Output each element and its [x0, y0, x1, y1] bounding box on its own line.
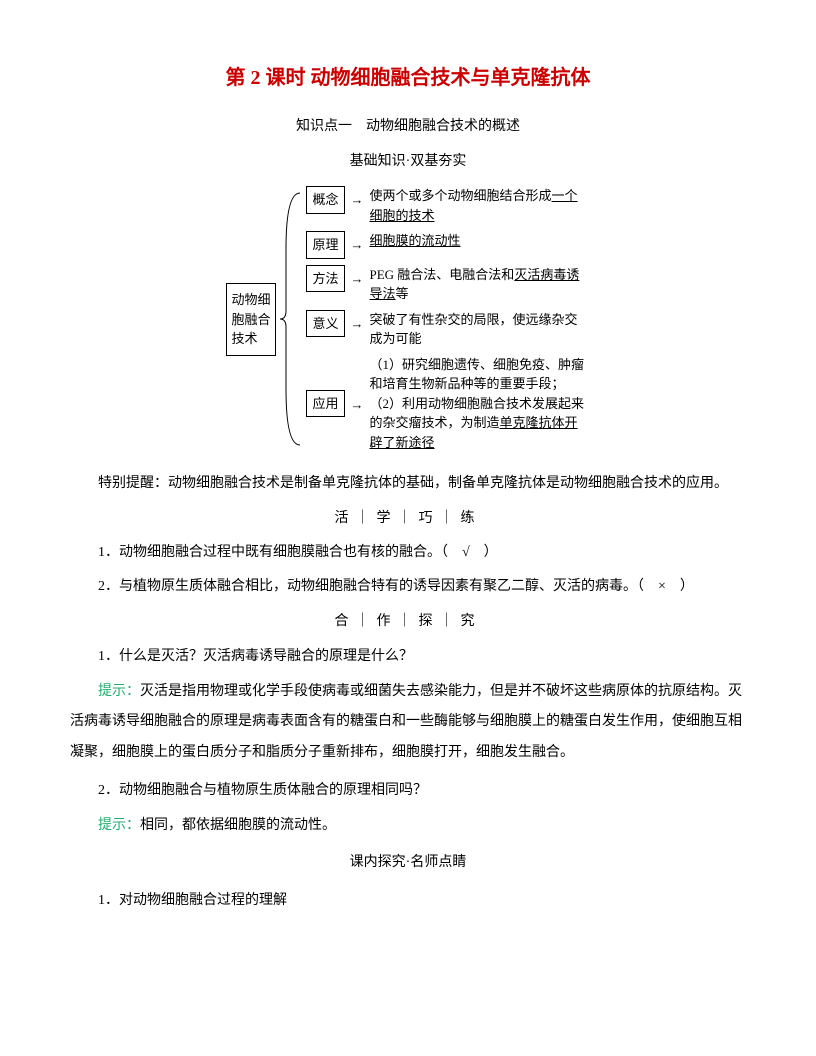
- section-basics-label: 基础知识·双基夯实: [70, 149, 746, 174]
- branch-text: PEG 融合法、电融合法和灭活病毒诱导法等: [370, 265, 590, 304]
- hint-label: 提示：: [98, 818, 140, 833]
- branch-concept: 概念 → 使两个或多个动物细胞结合形成一个细胞的技术: [306, 186, 589, 225]
- section-practice-label: 活｜学｜巧｜练: [70, 506, 746, 531]
- knowledge-point-subtitle: 知识点一 动物细胞融合技术的概述: [70, 114, 746, 139]
- branch-principle: 原理 → 细胞膜的流动性: [306, 231, 589, 258]
- branch-method: 方法 → PEG 融合法、电融合法和灭活病毒诱导法等: [306, 265, 589, 304]
- special-note: 特别提醒：动物细胞融合技术是制备单克隆抗体的基础，制备单克隆抗体是动物细胞融合技…: [70, 470, 746, 498]
- final-item: 1．对动物细胞融合过程的理解: [70, 887, 746, 915]
- title-main: 动物细胞融合技术与单克隆抗体: [311, 67, 591, 89]
- branch-label: 方法: [306, 265, 344, 292]
- branch-text: （1）研究细胞遗传、细胞免疫、肿瘤和培育生物新品种等的重要手段； （2）利用动物…: [370, 355, 590, 453]
- arrow-icon: →: [351, 186, 364, 211]
- branch-text: 使两个或多个动物细胞结合形成一个细胞的技术: [370, 186, 590, 225]
- branch-significance: 意义 → 突破了有性杂交的局限，使远缘杂交成为可能: [306, 310, 589, 349]
- branch-text: 细胞膜的流动性: [370, 231, 461, 251]
- title-prefix: 第 2 课时: [226, 67, 306, 89]
- explore-question: 2．动物细胞融合与植物原生质体融合的原理相同吗？: [70, 777, 746, 805]
- branch-label: 意义: [306, 310, 344, 337]
- explore-answer: 提示：灭活是指用物理或化学手段使病毒或细菌失去感染能力，但是并不破坏这些病原体的…: [70, 677, 746, 769]
- branch-application: 应用 → （1）研究细胞遗传、细胞免疫、肿瘤和培育生物新品种等的重要手段； （2…: [306, 355, 589, 453]
- section-explore-label: 合｜作｜探｜究: [70, 609, 746, 634]
- hint-label: 提示：: [98, 684, 140, 699]
- branch-label: 应用: [306, 390, 344, 417]
- diagram-root: 动物细胞融合技术: [226, 283, 276, 356]
- arrow-icon: →: [351, 391, 364, 416]
- branch-text: 突破了有性杂交的局限，使远缘杂交成为可能: [370, 310, 590, 349]
- arrow-icon: →: [351, 310, 364, 335]
- section-inclass-label: 课内探究·名师点睛: [70, 850, 746, 875]
- explore-answer: 提示：相同，都依据细胞膜的流动性。: [70, 811, 746, 842]
- concept-diagram: 动物细胞融合技术 概念 → 使两个或多个动物细胞结合形成一个细胞的技术 原理 →…: [70, 186, 746, 452]
- practice-item: 2．与植物原生质体融合相比，动物细胞融合特有的诱导因素有聚乙二醇、灭活的病毒。（…: [70, 573, 746, 601]
- bracket-icon: [280, 189, 302, 449]
- arrow-icon: →: [351, 265, 364, 290]
- arrow-icon: →: [351, 231, 364, 256]
- explore-question: 1．什么是灭活？灭活病毒诱导融合的原理是什么？: [70, 643, 746, 671]
- branch-label: 概念: [306, 186, 344, 213]
- practice-item: 1．动物细胞融合过程中既有细胞膜融合也有核的融合。（ √ ）: [70, 539, 746, 567]
- lesson-title: 第 2 课时 动物细胞融合技术与单克隆抗体: [70, 60, 746, 96]
- branch-label: 原理: [306, 231, 344, 258]
- diagram-branches: 概念 → 使两个或多个动物细胞结合形成一个细胞的技术 原理 → 细胞膜的流动性 …: [306, 186, 589, 452]
